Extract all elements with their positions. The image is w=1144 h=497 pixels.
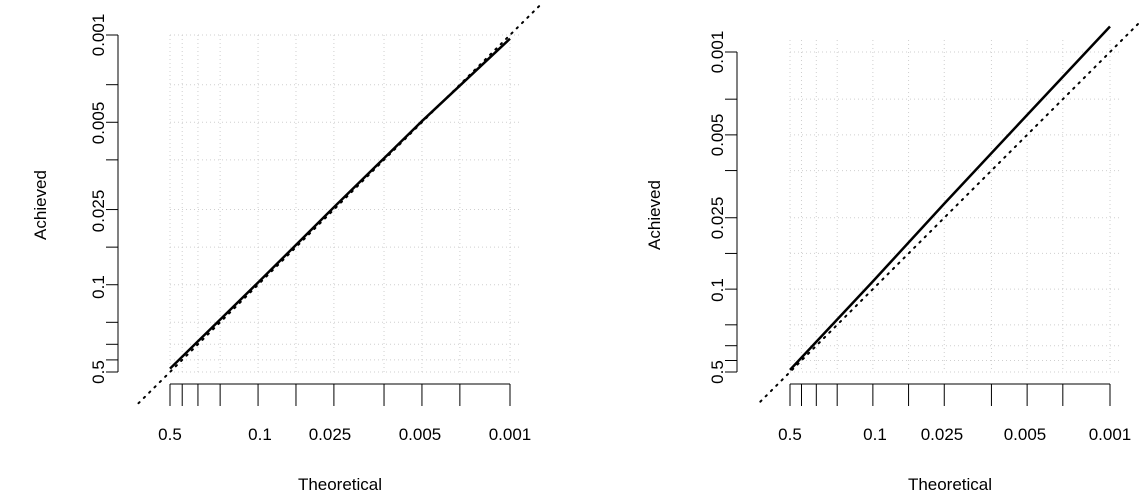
y-axis-1: 0.5 0.1 0.025 0.005 0.001 Achieved <box>31 14 119 384</box>
chart-panel-2: 0.5 0.1 0.025 0.005 0.001 Theoretical 0.… <box>645 21 1141 494</box>
x-axis-title: Theoretical <box>908 475 992 494</box>
x-ticks-2 <box>789 384 1111 406</box>
y-tick-label: 0.5 <box>708 360 727 384</box>
y-tick-label: 0.001 <box>89 14 108 57</box>
x-tick-label: 0.025 <box>921 425 964 444</box>
chart-panel-1: 0.5 0.1 0.025 0.005 0.001 Theoretical 0.… <box>31 2 543 494</box>
grid-1 <box>169 34 520 373</box>
x-tick-label: 0.025 <box>309 425 352 444</box>
y-axis-title: Achieved <box>645 180 664 250</box>
y-ticks-2 <box>725 51 737 373</box>
x-tick-label: 0.5 <box>158 425 182 444</box>
y-tick-label: 0.5 <box>89 360 108 384</box>
reference-line-2 <box>759 21 1141 403</box>
y-tick-label: 0.025 <box>89 190 108 233</box>
x-tick-label: 0.005 <box>399 425 442 444</box>
x-tick-label: 0.005 <box>1004 425 1047 444</box>
y-tick-label: 0.1 <box>89 275 108 299</box>
series-line <box>169 37 511 370</box>
grid-2 <box>789 40 1120 373</box>
y-tick-label: 0.005 <box>708 114 727 157</box>
reference-line-1 <box>137 2 543 405</box>
series-1 <box>169 37 511 370</box>
y-tick-label: 0.1 <box>708 278 727 302</box>
y-tick-label: 0.025 <box>708 197 727 240</box>
reference-line <box>759 21 1141 403</box>
reference-line <box>137 2 543 405</box>
x-ticks-1 <box>169 384 511 406</box>
x-tick-label: 0.1 <box>248 425 272 444</box>
y-axis-title: Achieved <box>31 170 50 240</box>
series-2 <box>789 25 1111 371</box>
x-tick-label: 0.1 <box>863 425 887 444</box>
y-tick-label: 0.005 <box>89 102 108 145</box>
x-axis-1: 0.5 0.1 0.025 0.005 0.001 Theoretical <box>158 383 532 494</box>
series-line <box>789 25 1111 371</box>
y-tick-label: 0.001 <box>708 31 727 74</box>
x-tick-label: 0.001 <box>1089 425 1132 444</box>
x-tick-label: 0.5 <box>778 425 802 444</box>
x-tick-label: 0.001 <box>489 425 532 444</box>
x-axis-title: Theoretical <box>298 475 382 494</box>
y-axis-2: 0.5 0.1 0.025 0.005 0.001 Achieved <box>645 31 738 384</box>
x-axis-2: 0.5 0.1 0.025 0.005 0.001 Theoretical <box>778 383 1132 494</box>
y-ticks-1 <box>106 34 118 373</box>
